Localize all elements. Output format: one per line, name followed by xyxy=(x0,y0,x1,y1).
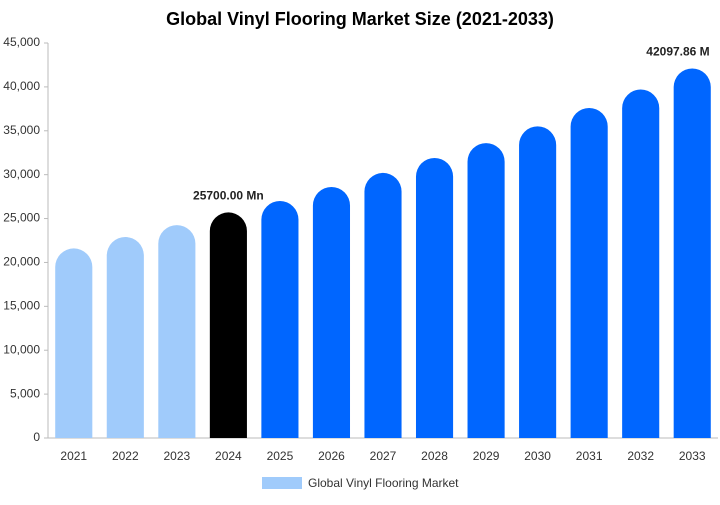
x-tick-label: 2023 xyxy=(163,449,190,463)
data-label: 25700.00 Mn xyxy=(193,189,264,203)
y-tick-label: 20,000 xyxy=(3,255,40,269)
bar xyxy=(106,236,144,438)
y-tick-label: 0 xyxy=(33,430,40,444)
x-tick-label: 2031 xyxy=(576,449,603,463)
x-tick-label: 2030 xyxy=(524,449,551,463)
x-tick-label: 2029 xyxy=(473,449,500,463)
bar xyxy=(467,143,505,439)
y-tick-label: 5,000 xyxy=(10,386,40,400)
y-tick-label: 30,000 xyxy=(3,167,40,181)
y-tick-label: 45,000 xyxy=(3,35,40,49)
x-tick-label: 2026 xyxy=(318,449,345,463)
bar xyxy=(209,212,247,438)
x-tick-label: 2027 xyxy=(370,449,397,463)
bar xyxy=(415,157,454,438)
y-tick-label: 35,000 xyxy=(3,123,40,137)
bar xyxy=(519,126,557,439)
x-tick-label: 2033 xyxy=(679,449,706,463)
y-tick-label: 10,000 xyxy=(3,342,40,356)
bar xyxy=(570,107,608,438)
y-tick-label: 25,000 xyxy=(3,211,40,225)
bar xyxy=(158,225,196,438)
x-tick-label: 2028 xyxy=(421,449,448,463)
bar xyxy=(261,201,299,438)
x-tick-label: 2032 xyxy=(627,449,654,463)
x-tick-label: 2024 xyxy=(215,449,242,463)
data-label: 42097.86 M xyxy=(646,45,709,59)
y-tick-label: 15,000 xyxy=(3,299,40,313)
x-tick-label: 2021 xyxy=(60,449,87,463)
chart-title: Global Vinyl Flooring Market Size (2021-… xyxy=(166,9,554,29)
bar xyxy=(312,186,351,438)
bar xyxy=(673,68,711,439)
legend-label: Global Vinyl Flooring Market xyxy=(308,476,459,490)
legend-swatch xyxy=(262,477,302,489)
bar xyxy=(364,172,402,439)
bar xyxy=(622,89,660,438)
x-tick-label: 2022 xyxy=(112,449,139,463)
bar xyxy=(55,248,93,438)
x-tick-label: 2025 xyxy=(267,449,294,463)
y-tick-label: 40,000 xyxy=(3,79,40,93)
